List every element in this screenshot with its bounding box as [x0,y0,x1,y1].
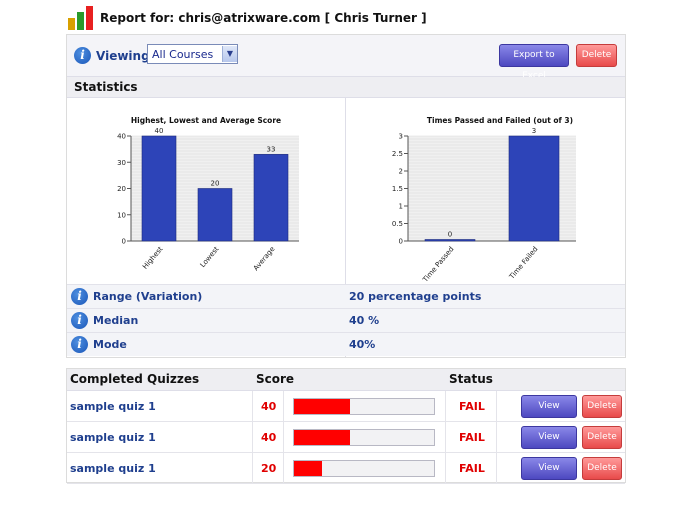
score-progress-bar [293,429,435,446]
score-progress-bar [293,460,435,477]
stat-row-mode: i Mode 40% [67,332,625,356]
info-icon[interactable]: i [71,288,88,305]
y-tick-label: 20 [117,185,126,193]
stat-value: 40% [349,338,376,351]
header-status: Status [449,372,493,386]
score-progress-bar [293,398,435,415]
report-header: Report for: chris@atrixware.com [ Chris … [68,6,427,30]
bar [508,135,560,242]
report-title: Report for: chris@atrixware.com [ Chris … [100,11,427,25]
quiz-status: FAIL [459,400,485,413]
chart-title: Times Passed and Failed (out of 3) [427,116,573,125]
chart-title: Highest, Lowest and Average Score [131,116,281,125]
y-tick-label: 0 [399,238,403,246]
stat-value: 40 % [349,314,380,327]
info-icon[interactable]: i [71,312,88,329]
y-tick-label: 10 [117,211,126,219]
view-button[interactable]: View [521,395,577,418]
column-divider [345,98,346,357]
pass-fail-chart: Times Passed and Failed (out of 3) 0 0.5 1 1… [346,98,625,284]
course-select-value: All Courses [152,47,214,61]
info-icon[interactable]: i [71,336,88,353]
bar [424,239,476,242]
bar [141,135,177,242]
toolbar: i Viewing All Courses ▼ Export to Excel … [67,35,625,81]
table-row: sample quiz 1 20 FAIL View Delete [67,453,625,484]
x-tick-label: Highest [141,245,165,271]
bar [253,154,289,242]
table-row: sample quiz 1 40 FAIL View Delete [67,391,625,422]
data-label: 0 [448,231,452,239]
statistics-heading: Statistics [67,77,625,98]
charts-area: Highest, Lowest and Average Score 0 10 20 30… [67,98,625,284]
delete-button[interactable]: Delete [582,426,622,449]
delete-button[interactable]: Delete [582,457,622,480]
y-tick-label: 0 [122,238,126,246]
viewing-label: Viewing [96,48,150,63]
viewing-control: i Viewing [74,47,150,64]
y-tick-label: 40 [117,133,126,141]
stat-label: Mode [93,338,127,351]
table-row: sample quiz 1 40 FAIL View Delete [67,422,625,453]
export-excel-button[interactable]: Export to Excel [499,44,569,81]
stat-label: Range (Variation) [93,290,203,303]
data-label: 33 [267,145,276,153]
course-select[interactable]: All Courses ▼ [147,44,238,64]
data-label: 3 [532,127,536,135]
y-tick-label: 1.5 [392,185,403,193]
completed-quizzes-table: Completed Quizzes Score Status sample qu… [66,368,626,484]
bar [197,188,233,242]
quiz-score: 40 [261,431,277,444]
x-tick-label: Lowest [199,245,221,269]
quiz-status: FAIL [459,431,485,444]
y-tick-label: 30 [117,159,126,167]
y-tick-label: 3 [399,133,403,141]
quiz-name-link[interactable]: sample quiz 1 [70,431,156,444]
data-label: 40 [155,127,164,135]
stat-value: 20 percentage points [349,290,482,303]
header-score: Score [256,372,295,386]
quiz-score: 40 [261,400,277,413]
stat-label: Median [93,314,139,327]
delete-report-button[interactable]: Delete [576,44,617,67]
quiz-status: FAIL [459,462,485,475]
table-header: Completed Quizzes Score Status [67,369,625,391]
delete-button[interactable]: Delete [582,395,622,418]
quiz-name-link[interactable]: sample quiz 1 [70,400,156,413]
logo-bars-icon [68,6,94,30]
y-tick-label: 2 [399,168,403,176]
stat-row-median: i Median 40 % [67,308,625,332]
quiz-score: 20 [261,462,277,475]
y-tick-label: 1 [399,203,403,211]
x-tick-label: Time Failed [507,245,539,281]
y-tick-label: 0.5 [392,220,403,228]
header-completed-quizzes: Completed Quizzes [70,372,200,386]
view-button[interactable]: View [521,457,577,480]
stat-row-range: i Range (Variation) 20 percentage points [67,284,625,308]
quiz-name-link[interactable]: sample quiz 1 [70,462,156,475]
score-bar-chart: Highest, Lowest and Average Score 0 10 20 30… [117,116,299,272]
y-tick-label: 2.5 [392,150,403,158]
data-label: 20 [211,180,220,188]
score-chart: Highest, Lowest and Average Score 0 10 20 30… [67,98,345,284]
pass-fail-bar-chart: Times Passed and Failed (out of 3) 0 0.5 1 1… [392,116,576,284]
x-tick-label: Average [252,245,277,272]
view-button[interactable]: View [521,426,577,449]
x-tick-label: Time Passed [421,245,456,284]
info-icon[interactable]: i [74,47,91,64]
statistics-panel: i Viewing All Courses ▼ Export to Excel … [66,34,626,358]
chevron-down-icon[interactable]: ▼ [222,46,237,62]
